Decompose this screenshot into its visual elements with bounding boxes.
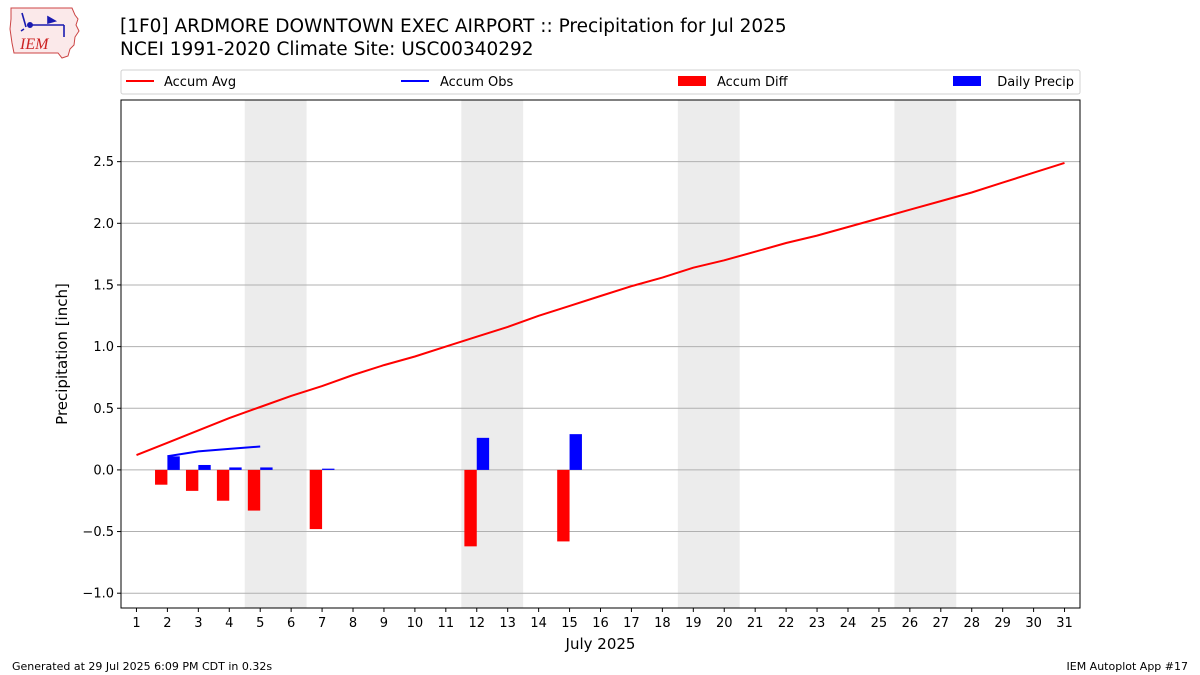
daily-precip-bar (229, 467, 242, 470)
legend-swatch-daily-precip (953, 76, 981, 86)
legend-label-daily-precip: Daily Precip (997, 75, 1074, 90)
x-tick-label: 3 (194, 616, 202, 631)
x-tick-label: 1 (132, 616, 140, 631)
weekend-band (894, 100, 957, 608)
x-tick-label: 29 (994, 616, 1011, 631)
y-axis: −1.0 −0.5 0.0 0.5 1.0 1.5 2.0 2.5 (82, 155, 121, 602)
y-tick-label: −1.0 (82, 587, 114, 602)
bars (155, 434, 582, 547)
legend-swatch-accum-diff (678, 76, 706, 86)
x-axis-label: July 2025 (565, 635, 636, 653)
y-tick-label: 1.5 (93, 278, 114, 293)
x-tick-label: 26 (902, 616, 919, 631)
daily-precip-bar (167, 456, 180, 470)
y-tick-label: 2.5 (93, 155, 114, 170)
app-credit: IEM Autoplot App #17 (1066, 660, 1189, 673)
x-tick-label: 28 (963, 616, 980, 631)
accum-diff-bar (216, 469, 230, 501)
daily-precip-bar (569, 434, 582, 470)
x-tick-label: 15 (561, 616, 578, 631)
x-tick-label: 13 (499, 616, 516, 631)
daily-precip-bar (198, 464, 211, 470)
y-tick-label: 2.0 (93, 217, 114, 232)
x-tick-label: 27 (933, 616, 950, 631)
legend-label-accum-diff: Accum Diff (717, 75, 789, 90)
legend-label-accum-avg: Accum Avg (164, 75, 236, 90)
y-axis-label: Precipitation [inch] (53, 283, 71, 425)
y-tick-label: 1.0 (93, 340, 114, 355)
accum-diff-bar (247, 469, 261, 511)
x-tick-label: 16 (592, 616, 609, 631)
x-tick-label: 21 (747, 616, 764, 631)
x-tick-label: 8 (349, 616, 357, 631)
accum-diff-bar (155, 469, 168, 485)
x-tick-label: 20 (716, 616, 733, 631)
legend: Accum Avg Accum Obs Accum Diff Daily Precip (120, 69, 1081, 95)
daily-precip-bar (476, 437, 490, 470)
x-tick-label: 31 (1056, 616, 1073, 631)
weekend-band (677, 100, 740, 608)
x-tick-label: 22 (778, 616, 795, 631)
x-tick-label: 30 (1025, 616, 1042, 631)
daily-precip-bar (322, 468, 335, 470)
x-tick-label: 10 (407, 616, 424, 631)
x-tick-label: 9 (380, 616, 388, 631)
x-axis: 1 2 3 4 5 6 7 8 9 10 11 12 13 14 15 16 17 18 19 20 21 22 23 24 2… (132, 608, 1073, 631)
x-tick-label: 7 (318, 616, 326, 631)
x-tick-label: 6 (287, 616, 295, 631)
series-lines (136, 161, 1065, 458)
chart-subtitle: NCEI 1991-2020 Climate Site: USC00340292 (120, 39, 534, 60)
x-tick-label: 11 (438, 616, 455, 631)
accum-obs-line (167, 445, 261, 458)
legend-label-accum-obs: Accum Obs (440, 75, 513, 90)
y-tick-label: 0.5 (93, 402, 114, 417)
x-tick-label: 23 (809, 616, 826, 631)
accum-diff-bar (185, 469, 199, 491)
x-tick-label: 5 (256, 616, 264, 631)
weekend-band (244, 100, 307, 608)
logo-text: IEM (19, 36, 50, 53)
chart-title: [1F0] ARDMORE DOWNTOWN EXEC AIRPORT :: P… (120, 16, 787, 37)
weather-instrument-icon (20, 12, 65, 37)
accum-diff-bar (464, 469, 477, 547)
iowa-outline (9, 7, 80, 59)
accum-diff-bar (309, 469, 323, 530)
accum-avg-line (136, 161, 1065, 457)
grid-lines (121, 161, 1080, 594)
x-tick-label: 14 (530, 616, 547, 631)
x-tick-label: 19 (685, 616, 702, 631)
x-tick-label: 12 (468, 616, 485, 631)
daily-precip-bar (260, 467, 273, 470)
x-tick-label: 2 (163, 616, 171, 631)
accum-diff-bar (557, 469, 570, 542)
x-tick-label: 4 (225, 616, 233, 631)
x-tick-label: 24 (840, 616, 857, 631)
x-tick-label: 18 (654, 616, 671, 631)
y-tick-label: 0.0 (93, 463, 114, 478)
y-tick-label: −0.5 (82, 525, 114, 540)
iem-logo: IEM (9, 7, 80, 59)
legend-box (120, 69, 1081, 95)
generated-timestamp: Generated at 29 Jul 2025 6:09 PM CDT in … (12, 660, 273, 673)
x-tick-label: 17 (623, 616, 640, 631)
x-tick-label: 25 (871, 616, 888, 631)
